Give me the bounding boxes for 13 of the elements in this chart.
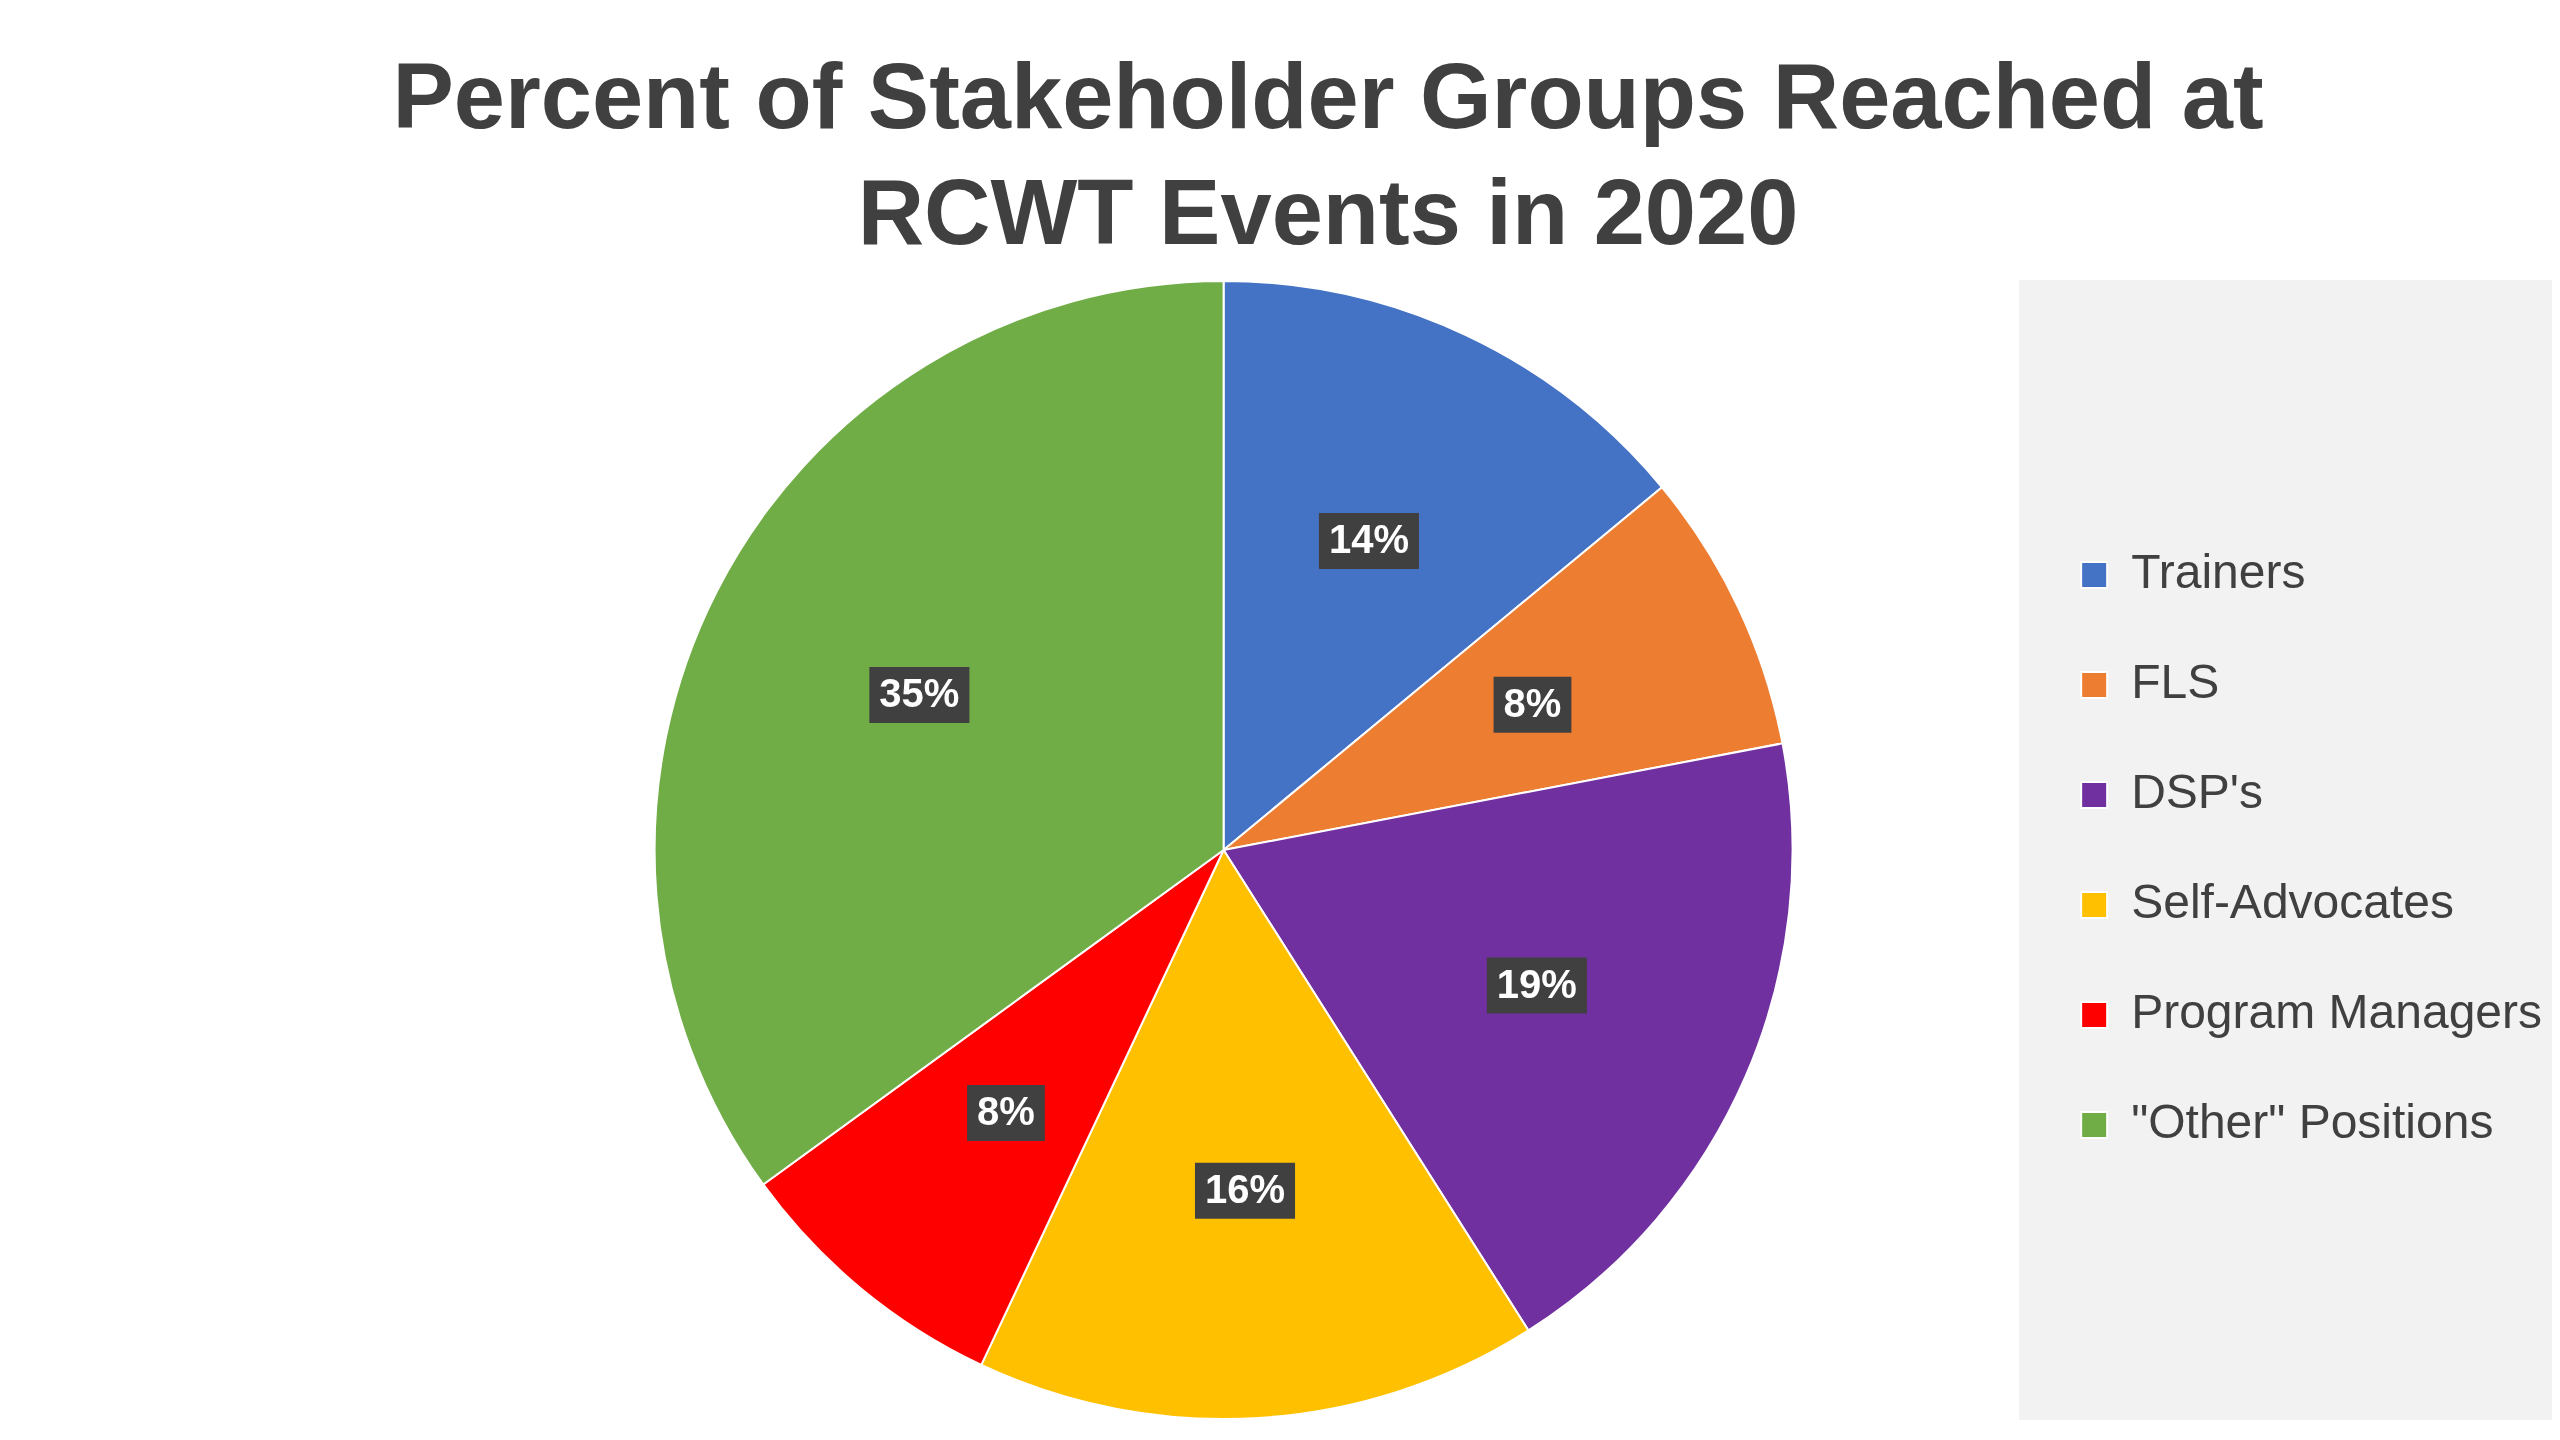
- data-label: 16%: [1204, 1166, 1286, 1211]
- legend-label: DSP's: [2131, 765, 2264, 819]
- chart-title: Percent of Stakeholder Groups Reached at RCWT Events in 2020: [391, 44, 2265, 265]
- legend-label: Program Managers: [2131, 985, 2543, 1039]
- data-label: 8%: [1503, 680, 1562, 725]
- legend-label: "Other" Positions: [2131, 1095, 2494, 1149]
- legend-label: Self-Advocates: [2131, 875, 2454, 929]
- data-label: 19%: [1496, 961, 1577, 1006]
- data-label: 8%: [977, 1089, 1035, 1134]
- data-label: 14%: [1328, 517, 1409, 562]
- data-label: 35%: [879, 671, 960, 716]
- legend-label: Trainers: [2131, 545, 2306, 599]
- legend-label: FLS: [2131, 655, 2220, 709]
